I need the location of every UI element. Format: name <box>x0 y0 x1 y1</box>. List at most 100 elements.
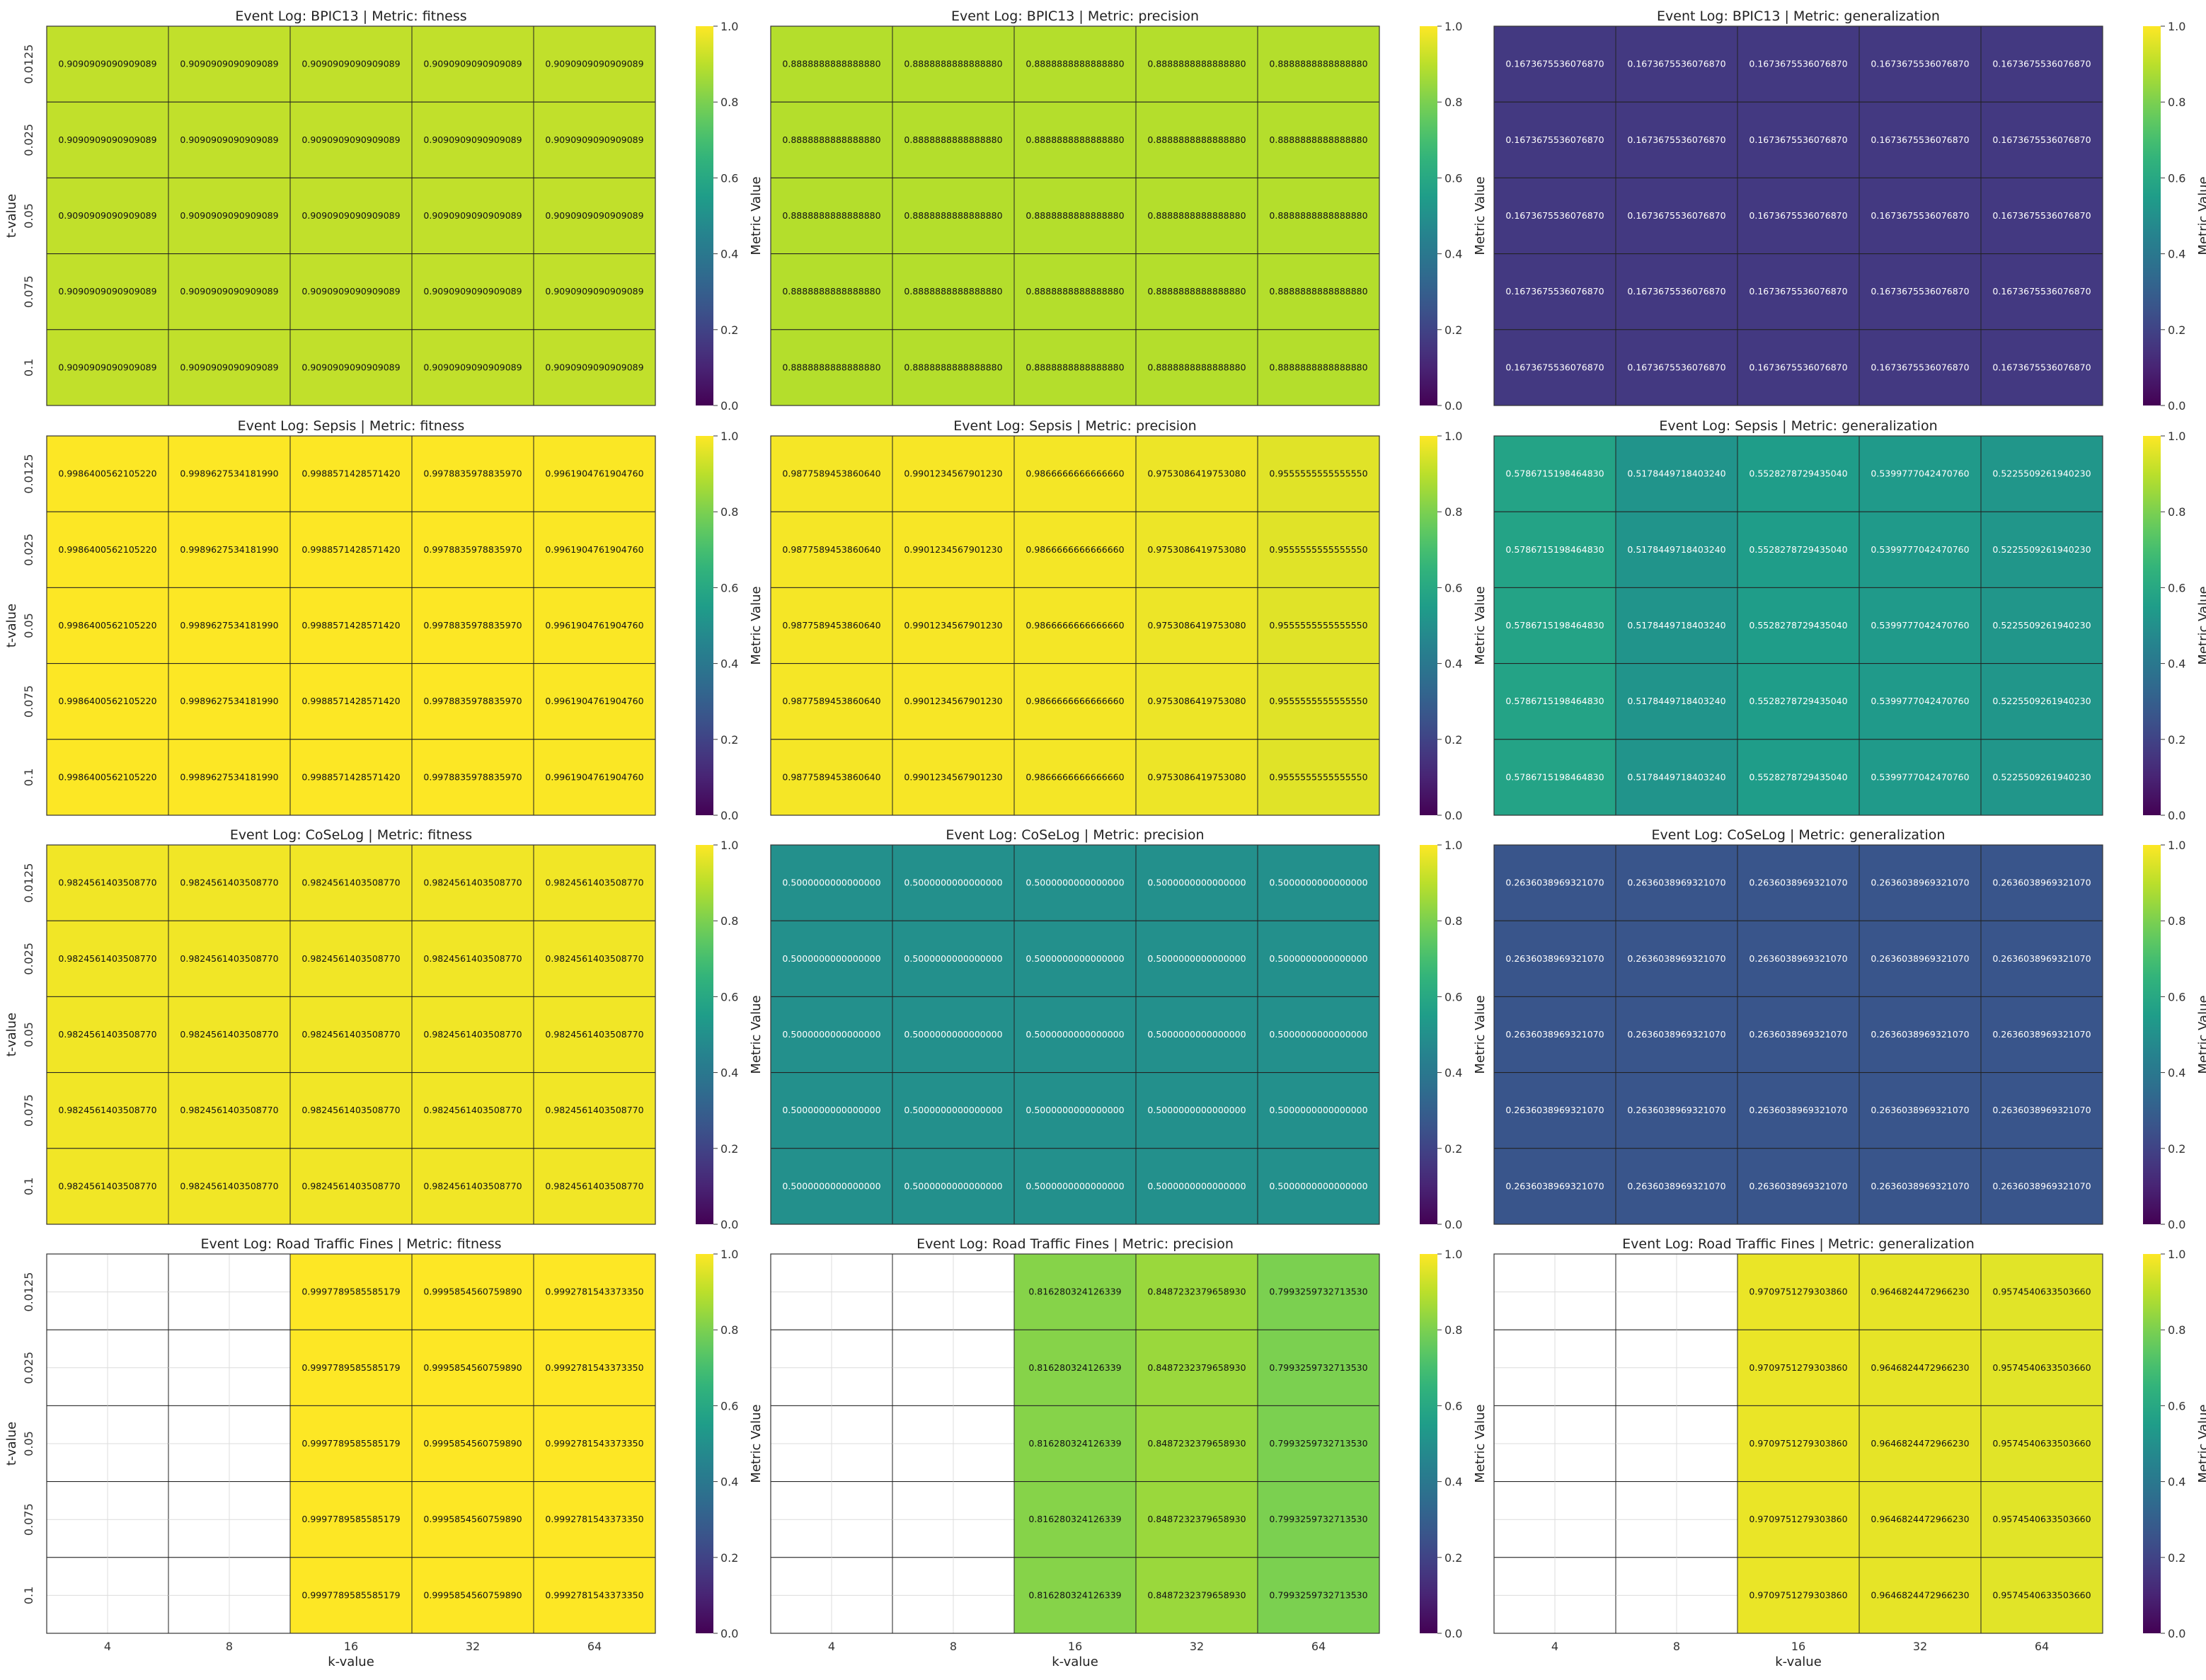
heatmap-cell-label: 0.8888888888888880 <box>904 362 1002 372</box>
heatmap-cell-empty <box>1615 1481 1738 1558</box>
heatmap-cell-label: 0.9986400562105220 <box>58 696 156 706</box>
heatmap-panel: Event Log: CoSeLog | Metric: generalizat… <box>1493 827 2206 1231</box>
colorbar-gradient <box>696 1254 713 1633</box>
heatmap-cell <box>411 844 534 921</box>
heatmap-cell <box>892 435 1015 512</box>
colorbar-tick-label: 0.6 <box>720 581 738 594</box>
colorbar-tick-label: 0.8 <box>720 914 738 928</box>
heatmap-cell <box>168 253 291 330</box>
heatmap-cell <box>1980 1557 2103 1634</box>
heatmap-cell-label: 0.2636038969321070 <box>1749 1029 1847 1040</box>
heatmap-cell <box>770 1148 893 1225</box>
heatmap-cell <box>533 663 656 740</box>
heatmap-cell-label: 0.9961904761904760 <box>545 620 643 631</box>
y-tick-label: 0.0125 <box>22 454 35 494</box>
heatmap-cell-label: 0.9753086419753080 <box>1147 544 1246 555</box>
x-tick-label: 8 <box>1673 1640 1680 1653</box>
colorbar-label: Metric Value <box>2196 1404 2206 1483</box>
heatmap-cell-label: 0.2636038969321070 <box>1871 878 1969 888</box>
heatmap-cell-label: 0.2636038969321070 <box>1505 953 1604 964</box>
heatmap-cell <box>892 177 1015 255</box>
colorbar-tick-label: 0.2 <box>720 323 738 337</box>
heatmap-cell <box>1615 1148 1738 1225</box>
colorbar-tick-label: 0.4 <box>720 248 738 261</box>
heatmap-cell <box>1013 920 1137 997</box>
heatmap-cell <box>46 1072 169 1149</box>
heatmap-cell-label: 0.5178449718403240 <box>1627 771 1725 782</box>
heatmap-cell <box>533 253 656 330</box>
heatmap-cell <box>1859 996 1982 1074</box>
colorbar-tick-label: 0.6 <box>1444 1399 1462 1413</box>
colorbar-tick-label: 0.6 <box>2168 171 2185 185</box>
colorbar-gradient <box>696 436 713 815</box>
heatmap-cell <box>1135 1253 1258 1330</box>
heatmap-cell-label: 0.5528278729435040 <box>1749 620 1847 631</box>
colorbar-tick-label: 0.2 <box>2168 323 2185 337</box>
heatmap-cell <box>1737 101 1860 178</box>
heatmap-cell-label: 0.2636038969321070 <box>1627 1105 1725 1115</box>
colorbar-tick-label: 1.0 <box>1444 1248 1462 1261</box>
heatmap-cell-label: 0.9978835978835970 <box>423 468 522 479</box>
heatmap-cell <box>168 739 291 816</box>
colorbar-tick-label: 1.0 <box>1444 839 1462 852</box>
heatmap-cell-label: 0.5000000000000000 <box>904 878 1002 888</box>
heatmap-cell-label: 0.9824561403508770 <box>423 1029 522 1040</box>
heatmap-cell <box>1859 1405 1982 1483</box>
colorbar-tick-label: 1.0 <box>2168 20 2185 33</box>
colorbar-tick-label: 0.8 <box>720 96 738 109</box>
heatmap-cell <box>411 1072 534 1149</box>
heatmap-cell <box>411 511 534 588</box>
heatmap-cell-label: 0.9753086419753080 <box>1147 696 1246 706</box>
heatmap-cell <box>1615 996 1738 1074</box>
colorbar: 0.0 0.2 0.4 0.6 0.8 1.0 Metric Value <box>1420 1248 1488 1640</box>
heatmap-cell <box>168 511 291 588</box>
heatmap-cell <box>533 996 656 1074</box>
heatmap-cell-label: 0.5225509261940230 <box>1992 620 2091 631</box>
heatmap-cell-label: 0.2636038969321070 <box>1627 878 1725 888</box>
heatmap-cell <box>1493 177 1616 255</box>
heatmap-cell-label: 0.1673675536076870 <box>1505 362 1604 372</box>
heatmap-cell-label: 0.5000000000000000 <box>1269 1180 1367 1191</box>
heatmap-cell <box>411 25 534 103</box>
heatmap-cell-label: 0.8888888888888880 <box>1269 59 1367 69</box>
heatmap-cell <box>1135 739 1258 816</box>
heatmap-cell <box>1135 587 1258 664</box>
y-tick-label: 0.075 <box>22 1094 35 1127</box>
heatmap-cell <box>168 25 291 103</box>
heatmap-cell-label: 0.9646824472966230 <box>1871 1287 1969 1297</box>
heatmap-cell-empty <box>1615 1557 1738 1634</box>
heatmap-cell-label: 0.5399777042470760 <box>1871 620 1969 631</box>
y-tick-label: 0.025 <box>22 1352 35 1384</box>
heatmap-cell <box>289 1253 413 1330</box>
heatmap-cell <box>533 435 656 512</box>
heatmap-cell-label: 0.816280324126339 <box>1028 1362 1121 1373</box>
colorbar: 0.0 0.2 0.4 0.6 0.8 1.0 Metric Value <box>696 430 764 822</box>
heatmap-cell-label: 0.5000000000000000 <box>904 1105 1002 1115</box>
heatmap-cell <box>1493 511 1616 588</box>
heatmap-cell-empty <box>770 1253 893 1330</box>
heatmap-cell-label: 0.9877589453860640 <box>782 468 880 479</box>
heatmap-cell-label: 0.9989627534181990 <box>180 620 278 631</box>
heatmap-cell-empty <box>1493 1481 1616 1558</box>
y-tick-label: 0.025 <box>22 534 35 566</box>
heatmap-cell-label: 0.9992781543373350 <box>545 1589 643 1600</box>
panel-frame <box>1493 1253 2103 1634</box>
heatmap-cell-empty <box>168 1329 291 1406</box>
heatmap-cell <box>1493 587 1616 664</box>
x-tick-label: 8 <box>226 1640 233 1653</box>
heatmap-cell <box>289 511 413 588</box>
colorbar-tick-label: 0.8 <box>1444 505 1462 519</box>
colorbar-gradient <box>1420 845 1437 1224</box>
heatmap-cell-label: 0.7993259732713530 <box>1269 1287 1367 1297</box>
heatmap-cell-label: 0.9555555555555550 <box>1269 468 1367 479</box>
heatmap-cell-label: 0.5786715198464830 <box>1505 468 1604 479</box>
colorbar-tick-label: 0.0 <box>1444 399 1462 413</box>
heatmap-cell-label: 0.8888888888888880 <box>1026 210 1124 221</box>
heatmap-cell <box>1493 1072 1616 1149</box>
heatmap-cell-label: 0.9090909090909089 <box>180 134 278 145</box>
heatmap-cell-label: 0.9646824472966230 <box>1871 1438 1969 1449</box>
heatmap-cell-label: 0.9824561403508770 <box>58 1029 156 1040</box>
heatmap-cell-label: 0.9877589453860640 <box>782 544 880 555</box>
heatmap-cell-empty <box>1615 1329 1738 1406</box>
colorbar-tick-label: 0.8 <box>1444 914 1462 928</box>
